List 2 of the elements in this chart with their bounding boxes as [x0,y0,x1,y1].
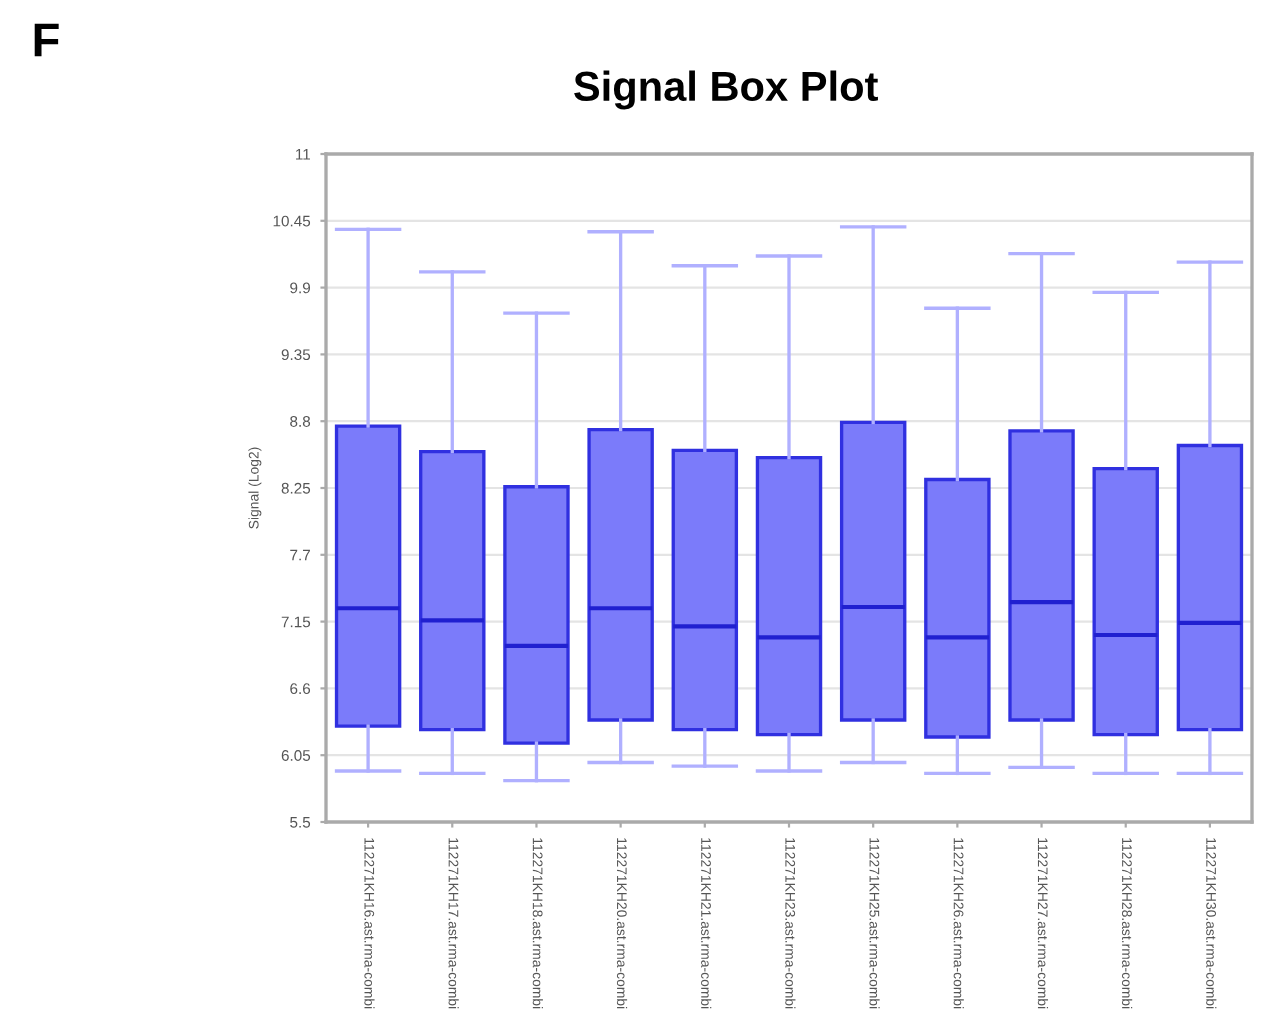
chart-title: Signal Box Plot [574,70,878,110]
text: F [34,23,59,57]
